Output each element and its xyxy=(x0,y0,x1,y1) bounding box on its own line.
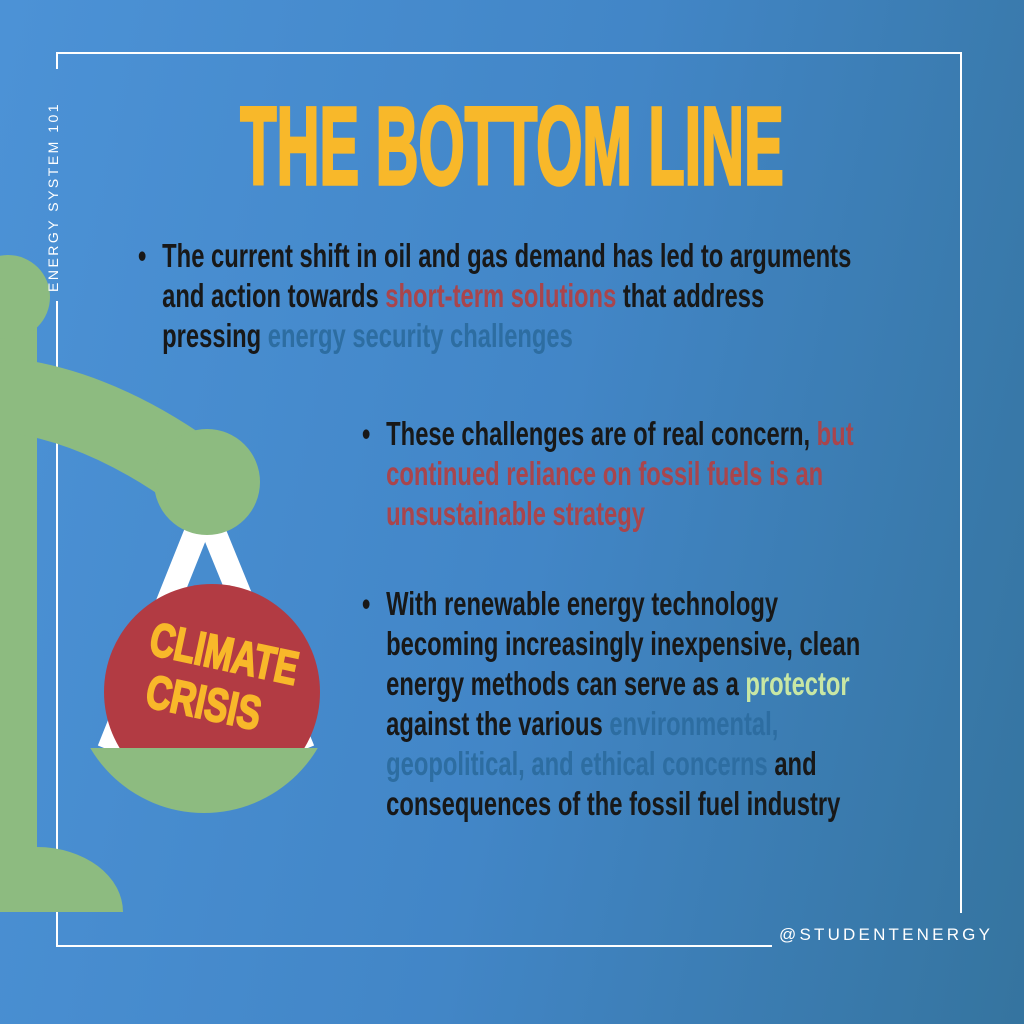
bullet-line: against the various environmental, xyxy=(386,704,860,744)
text-segment: These challenges are of real concern, xyxy=(386,415,817,452)
scale-stand-base xyxy=(0,847,123,912)
text-segment: consequences of the fossil fuel industry xyxy=(386,785,841,822)
text-segment: and xyxy=(767,745,817,782)
bullet-text: These challenges are of real concern, bu… xyxy=(386,414,853,534)
bullet-point-3: • With renewable energy technology becom… xyxy=(362,584,860,824)
text-segment: geopolitical, and ethical concerns xyxy=(386,745,768,782)
bullet-line: The current shift in oil and gas demand … xyxy=(162,236,851,276)
scale-stand-knob xyxy=(0,255,50,339)
bullet-line: continued reliance on fossil fuels is an xyxy=(386,454,853,494)
text-segment: unsustainable strategy xyxy=(386,495,645,532)
text-segment: becoming increasingly inexpensive, clean xyxy=(386,625,861,662)
bullet-line: becoming increasingly inexpensive, clean xyxy=(386,624,860,664)
text-segment: protector xyxy=(745,665,850,702)
series-label-vertical: ENERGY SYSTEM 101 xyxy=(45,101,61,292)
bullet-line: unsustainable strategy xyxy=(386,494,853,534)
frame-bottom-border xyxy=(56,945,772,947)
frame-right-border xyxy=(960,52,962,913)
bullet-point-2: • These challenges are of real concern, … xyxy=(362,414,854,534)
frame-left-border-stub xyxy=(56,52,58,69)
balance-scale-illustration: CLIMATE CRISIS xyxy=(0,255,320,912)
scale-pan xyxy=(90,748,318,813)
bullet-text: With renewable energy technology becomin… xyxy=(386,584,860,824)
page-title: THE BOTTOM LINE xyxy=(239,85,784,208)
climate-crisis-ball xyxy=(104,584,320,800)
bullet-dot: • xyxy=(138,237,147,274)
bullet-point-1: • The current shift in oil and gas deman… xyxy=(138,236,851,356)
frame-left-border xyxy=(56,301,58,947)
text-segment: energy methods can serve as a xyxy=(386,665,746,702)
text-segment: environmental, xyxy=(609,705,779,742)
bullet-dot: • xyxy=(362,415,371,452)
bullet-line: pressing energy security challenges xyxy=(162,316,851,356)
frame-top-border xyxy=(56,52,962,54)
text-segment: The current shift in oil and gas demand … xyxy=(162,237,852,274)
bullet-text: The current shift in oil and gas demand … xyxy=(162,236,851,356)
bullet-line: geopolitical, and ethical concerns and xyxy=(386,744,860,784)
bullet-line: These challenges are of real concern, bu… xyxy=(386,414,853,454)
text-segment: and action towards xyxy=(162,277,386,314)
text-segment: short-term solutions xyxy=(385,277,617,314)
text-segment: against the various xyxy=(386,705,610,742)
text-segment: With renewable energy technology xyxy=(386,585,779,622)
text-segment: but xyxy=(816,415,854,452)
scale-arm-joint xyxy=(154,429,260,535)
bullet-dot: • xyxy=(362,585,371,622)
text-segment: pressing xyxy=(162,317,268,354)
bullet-line: consequences of the fossil fuel industry xyxy=(386,784,860,824)
text-segment: energy security challenges xyxy=(267,317,573,354)
bullet-line: and action towards short-term solutions … xyxy=(162,276,851,316)
text-segment: that address xyxy=(616,277,765,314)
bullet-line: With renewable energy technology xyxy=(386,584,860,624)
text-segment: continued reliance on fossil fuels is an xyxy=(386,455,824,492)
bullet-line: energy methods can serve as a protector xyxy=(386,664,860,704)
social-handle: @STUDENTENERGY xyxy=(779,925,994,944)
